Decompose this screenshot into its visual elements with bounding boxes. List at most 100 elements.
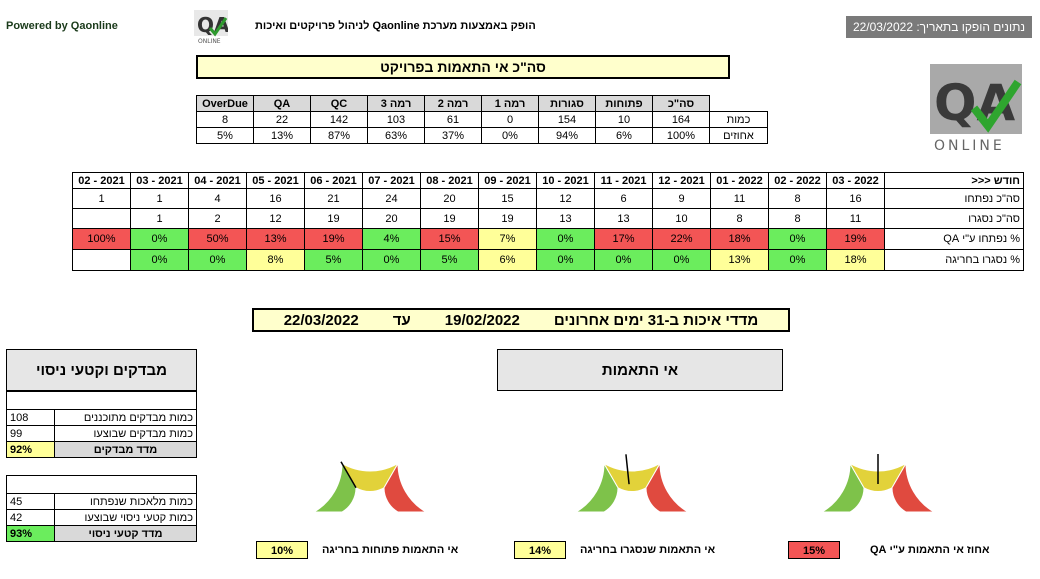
monthly-row-label: סה"כ נפתחו	[884, 188, 1024, 209]
monthly-cell: 8	[768, 188, 827, 209]
monthly-cell: 0%	[768, 249, 827, 271]
period-bar: מדדי איכות ב-31 ימים אחרונים 19/02/2022 …	[252, 308, 790, 332]
testers-value: 108	[6, 409, 55, 426]
summary-header-cell: QC	[310, 95, 368, 112]
monthly-cell: 0%	[188, 249, 247, 271]
monthly-cell: 10	[652, 208, 711, 229]
produced-by-text: הופק באמצעות מערכת Qaonline לניהול פרויק…	[255, 20, 536, 32]
monthly-cell: 20	[420, 188, 479, 209]
summary-header-cell: QA	[253, 95, 311, 112]
monthly-cell: 0%	[768, 228, 827, 250]
gauge-closed-overdue	[574, 452, 690, 519]
month-header-cell: 09 - 2021	[478, 172, 537, 189]
svg-text:QA: QA	[197, 13, 228, 37]
testers-metric-label: מדד קטעי ניסוי	[54, 525, 197, 542]
monthly-cell: 6%	[478, 249, 537, 271]
summary-cell: 61	[424, 111, 482, 128]
monthly-cell: 21	[304, 188, 363, 209]
export-date-label: נתונים הופקו בתאריך: 22/03/2022	[846, 16, 1032, 38]
testers-spacer-row	[6, 457, 197, 476]
monthly-cell: 19	[304, 208, 363, 229]
monthly-cell: 1	[72, 188, 131, 209]
summary-cell: 103	[367, 111, 425, 128]
testers-label: כמות מבדקים מתוכננים	[54, 409, 197, 426]
gauge-open-overdue	[312, 452, 428, 519]
testers-row: 42 כמות קטעי ניסוי שבוצעו	[6, 509, 197, 526]
month-header-cell: 02 - 2021	[72, 172, 131, 189]
monthly-cell: 19	[478, 208, 537, 229]
testers-spacer-row	[6, 475, 197, 494]
gauge-qa-percent	[820, 452, 936, 519]
summary-cell: 37%	[424, 127, 482, 144]
summary-header-cell: OverDue	[196, 95, 254, 112]
summary-corner	[710, 96, 768, 112]
monthly-cell	[72, 249, 131, 271]
header-logo: QA ONLINE	[194, 10, 230, 45]
gauge-segment	[891, 461, 936, 513]
summary-cell: 0%	[481, 127, 539, 144]
monthly-cell: 13%	[246, 228, 305, 250]
gauge-icon	[574, 454, 690, 513]
testers-panel-title: מבדקים וקטעי ניסוי	[6, 349, 197, 391]
monthly-cell: 2	[188, 208, 247, 229]
gauge-segment	[645, 461, 690, 513]
monthly-cell: 0%	[130, 228, 189, 250]
gauge-label-row: 15% אחוז אי התאמות ע"י QA	[788, 541, 989, 559]
monthly-cell: 4	[188, 188, 247, 209]
monthly-cell: 6	[594, 188, 653, 209]
summary-header-cell: רמה 3	[367, 95, 425, 112]
gauge-label: אי התאמות שנסגרו בחריגה	[580, 544, 716, 556]
summary-header-row: OverDue QA QC רמה 3 רמה 2 רמה 1 סגורות פ…	[196, 95, 768, 112]
monthly-row: 0% 0% 8% 5% 0% 5% 6% 0% 0% 0% 13% 0% 18%% נסגרו בחרי…	[72, 249, 1024, 271]
month-corner-label: חודש <<<	[884, 172, 1024, 189]
qa-logo-icon: QA ONLINE	[194, 10, 230, 45]
monthly-cell: 22%	[652, 228, 711, 250]
monthly-row-label: % נסגרו בחריגה	[884, 249, 1024, 271]
month-header-cell: 04 - 2021	[188, 172, 247, 189]
monthly-cell: 19%	[826, 228, 885, 250]
testers-label: כמות קטעי ניסוי שבוצעו	[54, 509, 197, 526]
monthly-cell: 5%	[420, 249, 479, 271]
testers-table: 108 כמות מבדקים מתוכננים 99 כמות מבדקים …	[6, 391, 197, 542]
monthly-cell: 17%	[594, 228, 653, 250]
month-header-cell: 03 - 2021	[130, 172, 189, 189]
summary-cell: 13%	[253, 127, 311, 144]
testers-metric-label: מדד מבדקים	[54, 441, 197, 458]
monthly-row-label: % נפתחו ע"י QA	[884, 228, 1024, 250]
month-header-cell: 01 - 2022	[710, 172, 769, 189]
monthly-cell: 13	[594, 208, 653, 229]
gauge-segment	[383, 461, 428, 513]
summary-cell: 94%	[538, 127, 596, 144]
testers-value: 42	[6, 509, 55, 526]
monthly-cell: 16	[246, 188, 305, 209]
testers-spacer-row	[6, 391, 197, 410]
monthly-cell: 4%	[362, 228, 421, 250]
gauge-value: 15%	[788, 541, 840, 559]
summary-cell: 10	[595, 111, 653, 128]
monthly-cell: 0%	[130, 249, 189, 271]
testers-value: 45	[6, 493, 55, 510]
monthly-cell: 19%	[304, 228, 363, 250]
testers-row: 45 כמות מלאכות שנפתחו	[6, 493, 197, 510]
summary-cell: 22	[253, 111, 311, 128]
svg-text:ONLINE: ONLINE	[934, 138, 1005, 152]
monthly-header-row: 02 - 2021 03 - 2021 04 - 2021 05 - 2021 06 -…	[72, 172, 1024, 189]
month-header-cell: 02 - 2022	[768, 172, 827, 189]
period-to-label: עד	[392, 311, 411, 329]
testers-metric-value: 93%	[6, 525, 55, 542]
period-label: מדדי איכות ב-31 ימים אחרונים	[553, 311, 759, 329]
month-header-cell: 07 - 2021	[362, 172, 421, 189]
gauge-icon	[312, 461, 428, 513]
spacer-cell	[6, 457, 197, 476]
summary-header-cell: סה"כ	[652, 95, 710, 112]
summary-row-percent: 5% 13% 87% 63% 37% 0% 94% 6% 100% אחוזים	[196, 127, 768, 144]
monthly-table: 02 - 2021 03 - 2021 04 - 2021 05 - 2021 06 -…	[72, 172, 1024, 271]
summary-cell: 142	[310, 111, 368, 128]
summary-header-cell: רמה 1	[481, 95, 539, 112]
summary-title: סה"כ אי התאמות בפרויקט	[196, 55, 730, 79]
spacer-cell	[6, 475, 197, 494]
monthly-cell: 1	[130, 208, 189, 229]
monthly-cell: 9	[652, 188, 711, 209]
monthly-cell: 8	[710, 208, 769, 229]
monthly-cell: 11	[826, 208, 885, 229]
